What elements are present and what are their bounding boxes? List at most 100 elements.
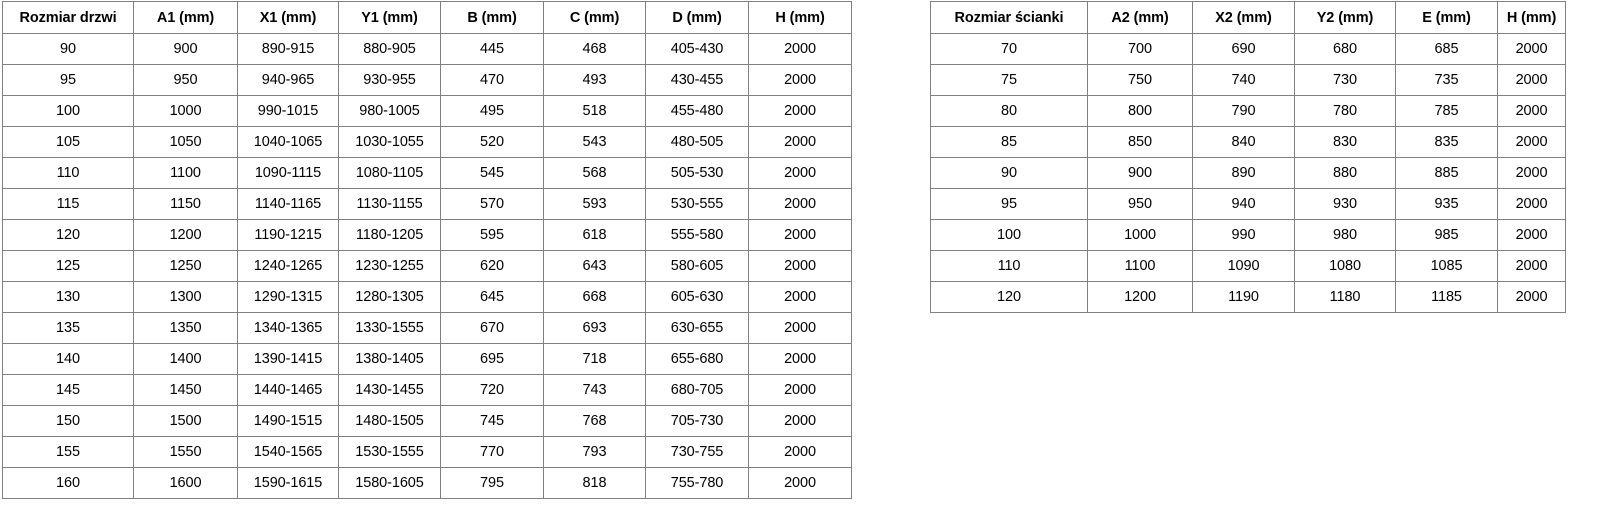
table-cell: 980-1005	[338, 95, 441, 127]
table-cell: 2000	[748, 95, 852, 127]
table-row: 110 1100 1090-1115 1080-1105 545 568 505-530 20…	[2, 157, 852, 189]
table-cell: 620	[440, 250, 544, 282]
table-cell: 1180	[1294, 281, 1396, 313]
table-cell: 493	[543, 64, 646, 96]
table-cell: 1185	[1395, 281, 1498, 313]
table-row: 90 900 890 880 885 2000	[930, 157, 1566, 189]
column-header: Rozmiar ścianki	[930, 1, 1088, 34]
table-cell: 1300	[133, 281, 238, 313]
table-cell: 1130-1155	[338, 188, 441, 220]
table-cell: 695	[440, 343, 544, 375]
table-cell: 795	[440, 467, 544, 499]
table-cell: 935	[1395, 188, 1498, 220]
table-cell: 990-1015	[237, 95, 339, 127]
table-cell: 80	[930, 95, 1088, 127]
table-cell: 1540-1565	[237, 436, 339, 468]
table-cell: 720	[440, 374, 544, 406]
column-header: Rozmiar drzwi	[2, 1, 134, 34]
table-row: 100 1000 990-1015 980-1005 495 518 455-480 2000	[2, 95, 852, 127]
table-cell: 430-455	[645, 64, 749, 96]
table-cell: 125	[2, 250, 134, 282]
table-cell: 110	[2, 157, 134, 189]
table-cell: 155	[2, 436, 134, 468]
table-cell: 668	[543, 281, 646, 313]
table-cell: 580-605	[645, 250, 749, 282]
table-cell: 130	[2, 281, 134, 313]
table-cell: 940-965	[237, 64, 339, 96]
table-cell: 85	[930, 126, 1088, 158]
table-cell: 495	[440, 95, 544, 127]
table-cell: 1600	[133, 467, 238, 499]
table-cell: 2000	[748, 33, 852, 65]
table-cell: 1250	[133, 250, 238, 282]
table-cell: 1030-1055	[338, 126, 441, 158]
table-cell: 880-905	[338, 33, 441, 65]
table-cell: 555-580	[645, 219, 749, 251]
table-cell: 1380-1405	[338, 343, 441, 375]
table-cell: 1140-1165	[237, 188, 339, 220]
table-cell: 680-705	[645, 374, 749, 406]
table-row: 80 800 790 780 785 2000	[930, 95, 1566, 127]
table-cell: 2000	[748, 312, 852, 344]
table-cell: 2000	[1497, 188, 1566, 220]
table-cell: 1190	[1192, 281, 1295, 313]
table-cell: 1490-1515	[237, 405, 339, 437]
table-cell: 1440-1465	[237, 374, 339, 406]
table-cell: 95	[930, 188, 1088, 220]
table-cell: 1150	[133, 188, 238, 220]
table-cell: 455-480	[645, 95, 749, 127]
table-cell: 1190-1215	[237, 219, 339, 251]
table-row: 75 750 740 730 735 2000	[930, 64, 1566, 96]
table-row: 125 1250 1240-1265 1230-1255 620 643 580-605 20…	[2, 250, 852, 282]
table-cell: 680	[1294, 33, 1396, 65]
column-header: A1 (mm)	[133, 1, 238, 34]
table-cell: 95	[2, 64, 134, 96]
table-cell: 2000	[1497, 126, 1566, 158]
table-cell: 1390-1415	[237, 343, 339, 375]
table-cell: 2000	[1497, 95, 1566, 127]
table-cell: 1400	[133, 343, 238, 375]
column-header: X2 (mm)	[1192, 1, 1295, 34]
table-cell: 2000	[1497, 33, 1566, 65]
table-cell: 1580-1605	[338, 467, 441, 499]
table-row: 110 1100 1090 1080 1085 2000	[930, 250, 1566, 282]
table-cell: 1100	[1087, 250, 1193, 282]
table-cell: 718	[543, 343, 646, 375]
table-cell: 2000	[748, 250, 852, 282]
table-header-row: Rozmiar drzwi A1 (mm) X1 (mm) Y1 (mm) B (mm)…	[2, 1, 852, 34]
table-cell: 2000	[748, 64, 852, 96]
table-cell: 793	[543, 436, 646, 468]
table-cell: 160	[2, 467, 134, 499]
table-cell: 780	[1294, 95, 1396, 127]
table-cell: 1590-1615	[237, 467, 339, 499]
column-header: E (mm)	[1395, 1, 1498, 34]
table-cell: 835	[1395, 126, 1498, 158]
table-cell: 818	[543, 467, 646, 499]
table-cell: 643	[543, 250, 646, 282]
column-header: Y1 (mm)	[338, 1, 441, 34]
table-cell: 645	[440, 281, 544, 313]
table-cell: 505-530	[645, 157, 749, 189]
table-cell: 1200	[1087, 281, 1193, 313]
table-cell: 755-780	[645, 467, 749, 499]
table-cell: 1500	[133, 405, 238, 437]
table-cell: 740	[1192, 64, 1295, 96]
table-row: 145 1450 1440-1465 1430-1455 720 743 680-705 20…	[2, 374, 852, 406]
table-cell: 1240-1265	[237, 250, 339, 282]
table-row: 70 700 690 680 685 2000	[930, 33, 1566, 65]
table-cell: 1050	[133, 126, 238, 158]
table-cell: 790	[1192, 95, 1295, 127]
table-row: 105 1050 1040-1065 1030-1055 520 543 480-505 20…	[2, 126, 852, 158]
table-cell: 70	[930, 33, 1088, 65]
table-cell: 2000	[1497, 250, 1566, 282]
wall-panel-dimensions-table: Rozmiar ścianki A2 (mm) X2 (mm) Y2 (mm) E (m…	[930, 1, 1566, 313]
column-header: B (mm)	[440, 1, 544, 34]
column-header: H (mm)	[1497, 1, 1566, 34]
table-cell: 120	[930, 281, 1088, 313]
table-cell: 100	[930, 219, 1088, 251]
table-cell: 990	[1192, 219, 1295, 251]
table-cell: 100	[2, 95, 134, 127]
door-dimensions-table: Rozmiar drzwi A1 (mm) X1 (mm) Y1 (mm) B (mm)…	[2, 1, 852, 499]
table-cell: 743	[543, 374, 646, 406]
